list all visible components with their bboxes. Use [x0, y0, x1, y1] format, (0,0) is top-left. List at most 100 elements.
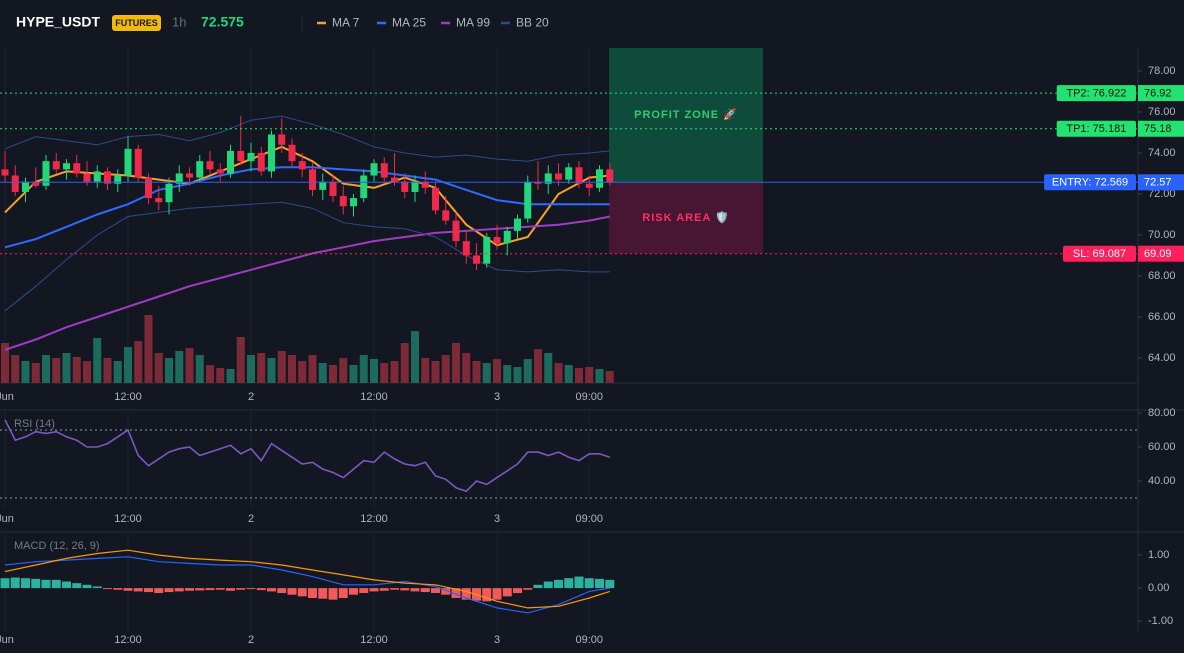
candle-body	[339, 196, 347, 207]
candle-body	[329, 181, 337, 197]
histogram-bar	[349, 588, 358, 595]
candle-body	[473, 255, 480, 264]
candle-body	[524, 181, 532, 219]
level-tag: SL: 69.087	[1073, 248, 1126, 260]
x-tick-label: 12:00	[114, 391, 142, 403]
candle-body	[411, 181, 419, 192]
candle-body	[196, 161, 204, 178]
volume-bar	[482, 363, 491, 383]
histogram-bar	[21, 578, 30, 589]
legend-label: MA 99	[456, 16, 490, 30]
histogram-bar	[318, 588, 328, 599]
x-tick-label: 12:00	[360, 634, 388, 646]
zone	[609, 182, 763, 254]
candle-body	[165, 183, 173, 203]
candle-body	[575, 167, 583, 184]
histogram-bar	[205, 588, 215, 591]
candle-body	[432, 187, 439, 211]
histogram-bar	[195, 588, 205, 591]
bb-line	[4, 201, 610, 312]
histogram-bar	[410, 588, 420, 592]
volume-bar	[318, 363, 327, 383]
x-tick-label: 2	[248, 391, 254, 403]
volume-bar	[390, 361, 399, 383]
volume-bar	[585, 367, 594, 383]
zone	[609, 48, 763, 183]
candle-body	[452, 220, 460, 242]
volume-bar	[62, 353, 71, 383]
histogram-bar	[441, 588, 451, 595]
histogram-bar	[595, 578, 604, 589]
histogram-bar	[420, 588, 430, 593]
histogram-bar	[584, 578, 594, 589]
candle-body	[442, 210, 450, 221]
volume-bar	[554, 363, 563, 383]
legend-label: BB 20	[516, 16, 549, 30]
bb-line	[4, 115, 610, 162]
x-tick-label: 12:00	[114, 634, 142, 646]
candle-body	[288, 144, 296, 162]
x-tick-label: 09:00	[575, 513, 603, 525]
volume-bar	[380, 363, 389, 383]
volume-bar	[370, 359, 378, 383]
price-tag: 76.92	[1144, 87, 1172, 99]
volume-bar	[329, 365, 337, 383]
y-tick-label: 0.00	[1148, 582, 1169, 594]
volume-bar	[472, 361, 481, 383]
volume-bar	[52, 358, 61, 383]
candle-body	[257, 152, 265, 172]
candle-body	[370, 163, 378, 176]
histogram-bar	[379, 588, 389, 591]
price-tag: 72.57	[1144, 177, 1172, 189]
candle-body	[104, 171, 111, 184]
x-tick-label: 3	[494, 391, 500, 403]
level-tag-bg	[1063, 245, 1136, 262]
volume-bar	[431, 361, 440, 383]
candle-body	[493, 237, 501, 244]
x-tick-label: Jun	[0, 634, 14, 646]
level-tag: ENTRY: 72.569	[1052, 177, 1128, 189]
candle-body	[380, 163, 388, 178]
volume-bar	[103, 358, 112, 383]
histogram-bar	[431, 588, 440, 594]
histogram-bar	[246, 588, 256, 590]
candle-body	[145, 177, 152, 199]
volume-bar	[411, 331, 419, 383]
histogram-bar	[605, 579, 615, 589]
volume-bar	[308, 355, 317, 383]
volume-bar	[298, 361, 307, 383]
candle-body	[544, 173, 552, 184]
y-tick-label: 70.00	[1148, 229, 1176, 241]
candle-body	[175, 173, 183, 184]
volume-bar	[185, 348, 194, 383]
histogram-bar	[123, 588, 133, 591]
volume-bar	[113, 361, 122, 383]
candle-body	[134, 148, 142, 178]
volume-bar	[462, 353, 471, 383]
histogram-bar	[390, 588, 399, 590]
candle-body	[52, 161, 60, 170]
histogram-bar	[543, 581, 553, 589]
candle-body	[606, 169, 614, 183]
price-tag-bg	[1138, 120, 1184, 137]
symbol: HYPE_USDT	[16, 14, 100, 30]
volume-bar	[257, 353, 266, 383]
x-tick-label: 12:00	[360, 513, 388, 525]
y-tick-label: 72.00	[1148, 188, 1176, 200]
volume-bar	[31, 363, 40, 383]
histogram-bar	[72, 583, 82, 589]
candle-body	[319, 181, 327, 190]
candle-body	[227, 150, 234, 174]
volume-bar	[195, 355, 204, 383]
histogram-bar	[513, 588, 522, 594]
histogram-bar	[41, 579, 51, 589]
histogram-bar	[215, 588, 225, 590]
histogram-bar	[31, 578, 41, 589]
x-tick-label: 3	[494, 634, 500, 646]
volume-bar	[11, 355, 20, 383]
volume-bar	[513, 367, 522, 383]
y-tick-label: 64.00	[1148, 352, 1176, 364]
candle-body	[73, 163, 81, 174]
y-tick-label: 68.00	[1148, 270, 1176, 282]
